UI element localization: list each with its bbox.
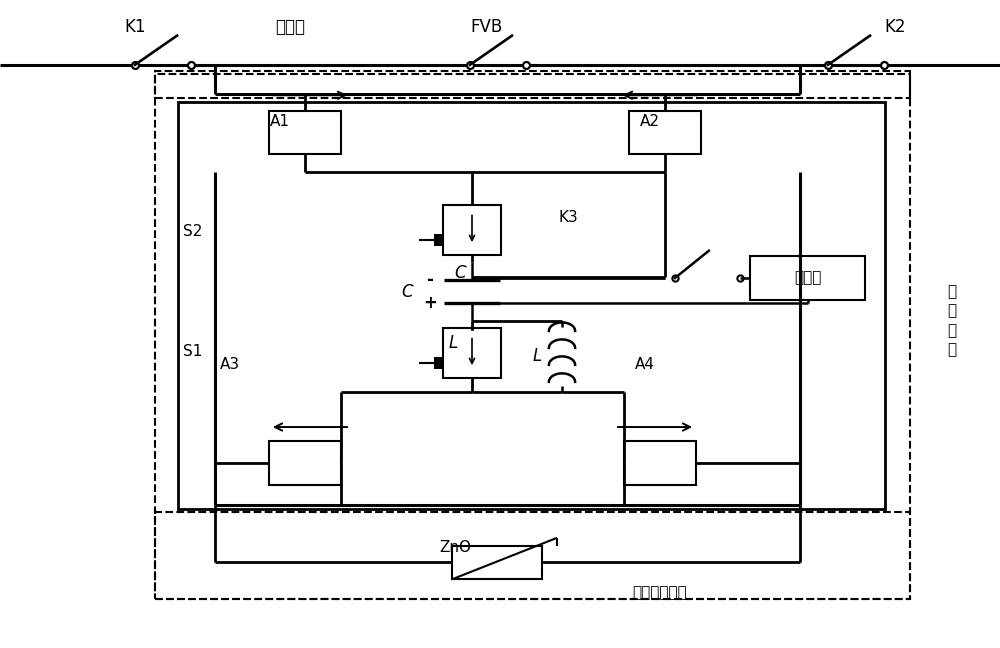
Text: L: L [448,334,458,353]
Text: 支: 支 [947,323,957,338]
Bar [155,74,910,98]
Polygon shape [434,358,443,369]
Bar [443,328,501,378]
Text: -: - [427,271,433,289]
Text: K3: K3 [558,209,578,225]
Text: 能量吸收支路: 能量吸收支路 [633,585,687,601]
Text: S2: S2 [183,224,202,240]
Bar [629,111,701,154]
Text: S1: S1 [183,343,202,359]
Bar [269,441,341,485]
Bar [624,441,696,485]
Text: C: C [401,283,413,301]
Text: K2: K2 [884,18,906,36]
Text: 转: 转 [947,284,957,299]
Text: C: C [454,264,466,283]
Text: +: + [423,294,437,312]
Bar [443,205,501,255]
Bar [750,256,865,300]
Text: 路: 路 [947,342,957,358]
Bar [155,512,910,599]
Text: K1: K1 [124,18,146,36]
Text: A1: A1 [270,114,290,130]
Bar [269,111,341,154]
Text: 主支路: 主支路 [275,18,305,36]
Text: 充电机: 充电机 [794,270,821,286]
Text: L: L [532,347,542,365]
Text: A3: A3 [220,356,240,372]
Text: FVB: FVB [471,18,503,36]
Text: A2: A2 [640,114,660,130]
Bar [452,546,542,579]
Text: A4: A4 [635,356,655,372]
Bar [178,102,885,509]
Polygon shape [434,235,443,246]
Text: ZnO: ZnO [439,540,471,555]
Text: 移: 移 [947,303,957,319]
Bar [155,71,910,599]
